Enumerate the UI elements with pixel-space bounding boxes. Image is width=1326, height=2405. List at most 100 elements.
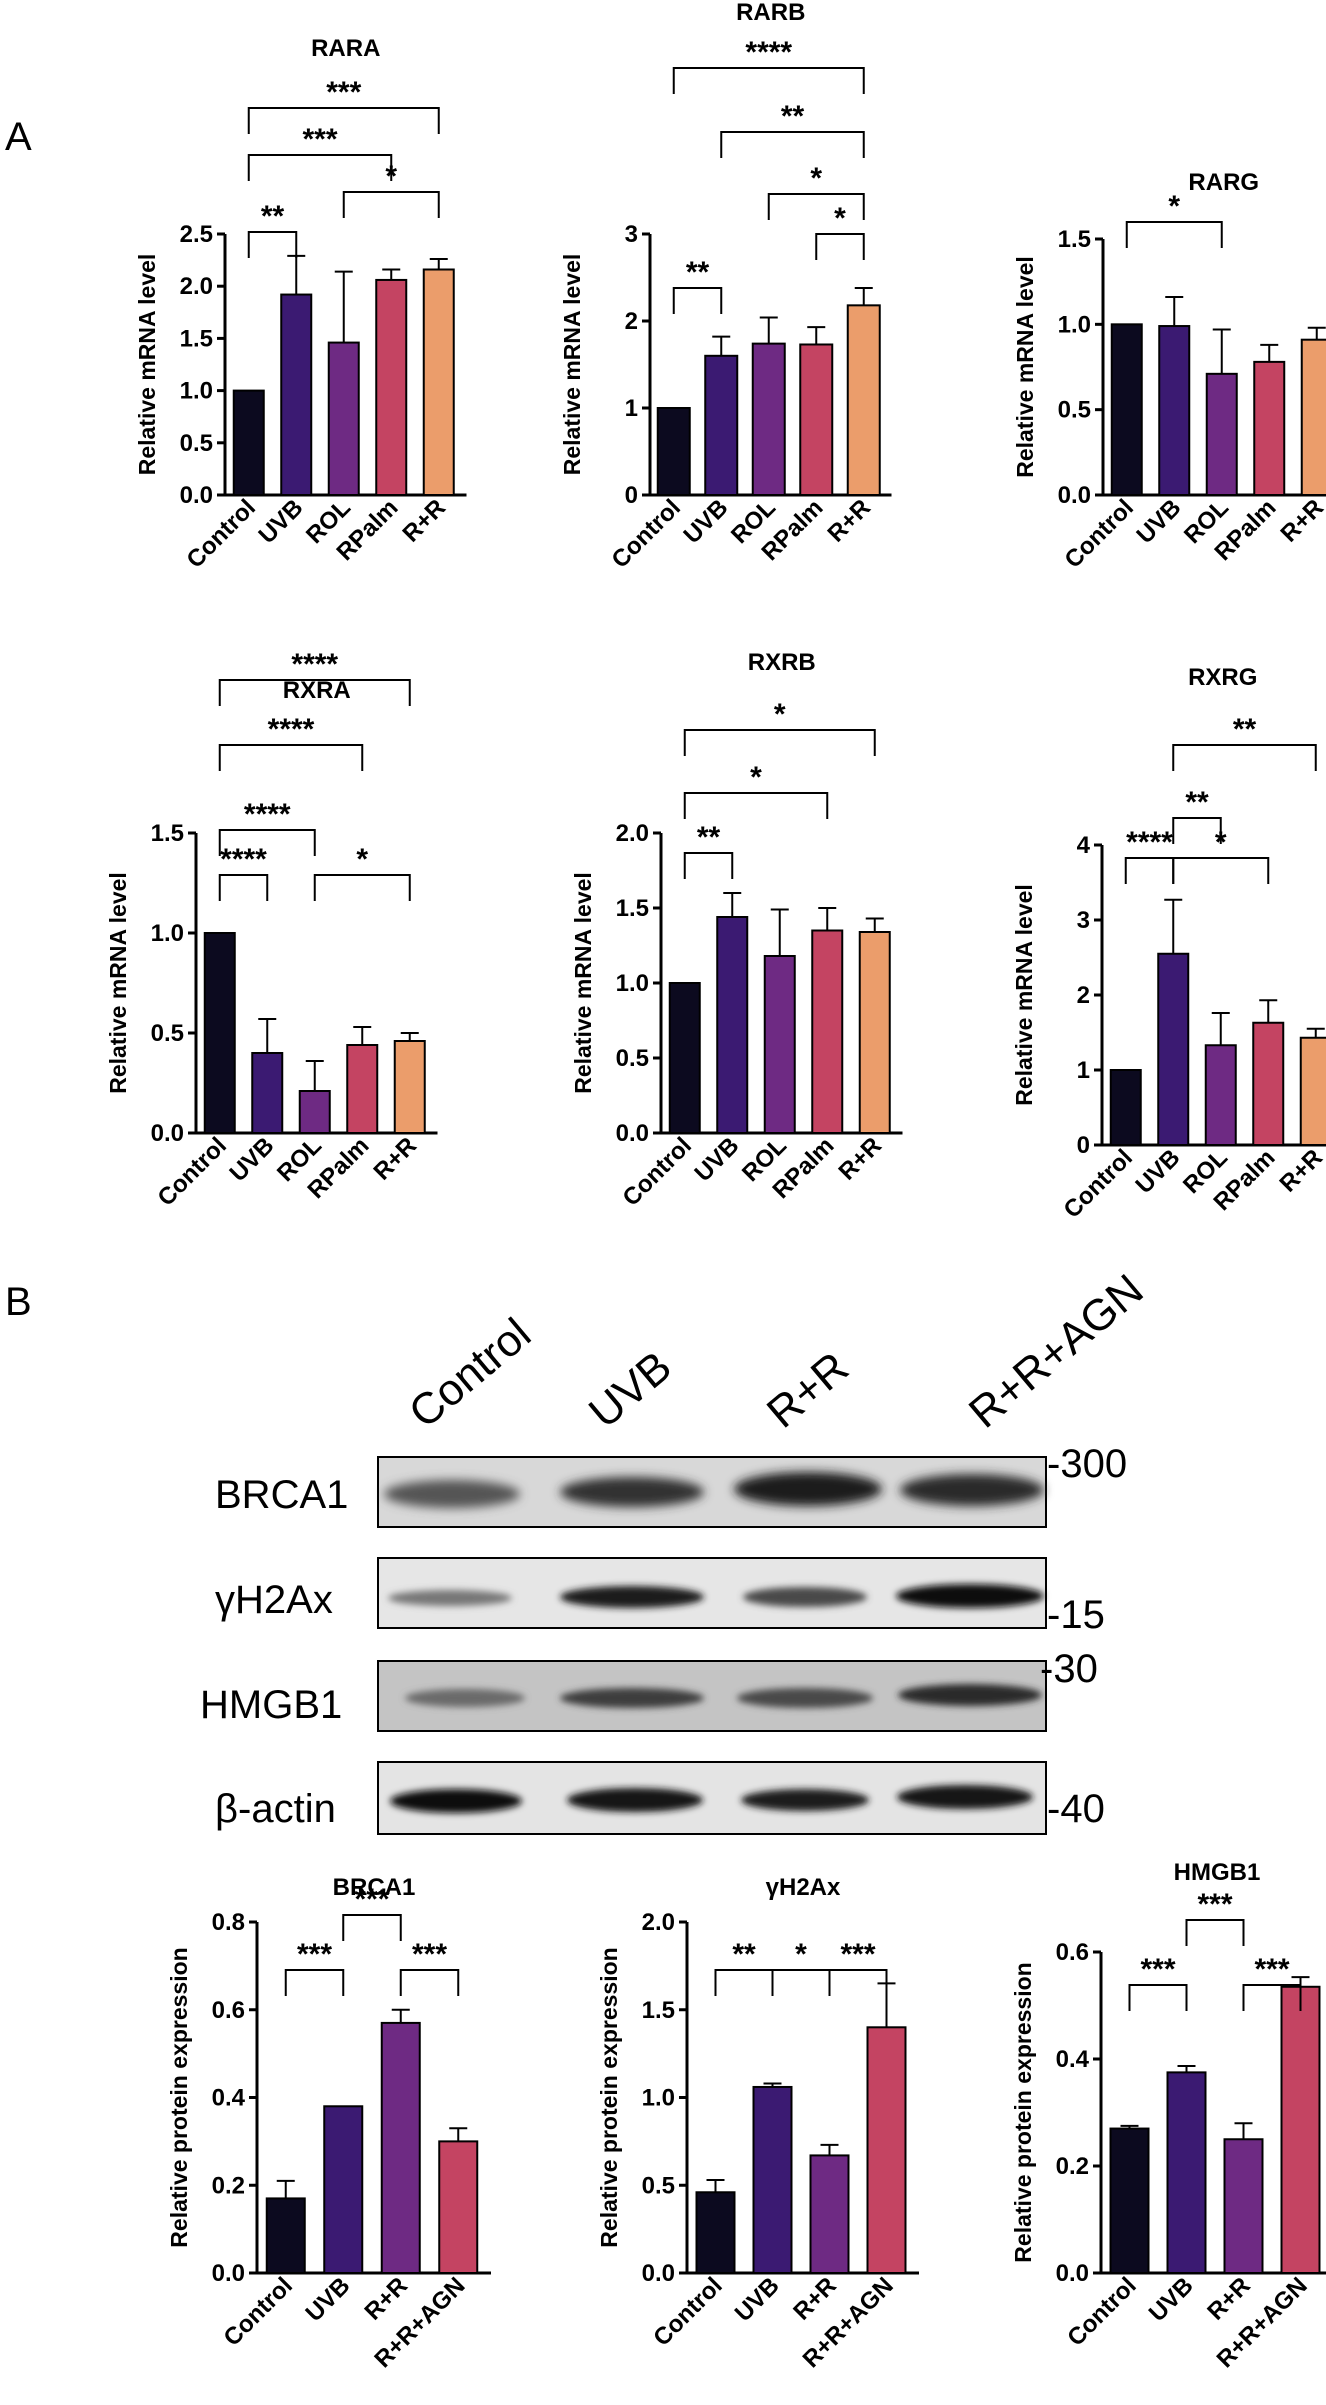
y-tick-label: 1.5 — [616, 895, 649, 922]
y-tick-label: 3 — [1077, 907, 1090, 934]
significance-bracket — [1172, 817, 1222, 844]
y-tick-label: 1.0 — [180, 378, 213, 405]
mw-marker: -30 — [1040, 1647, 1098, 1691]
bar — [1205, 372, 1238, 496]
y-tick-label: 0.0 — [642, 2260, 675, 2287]
y-axis-label: Relative protein expression — [596, 1947, 622, 2247]
y-axis-label: Relative mRNA level — [570, 872, 596, 1094]
significance-bracket — [218, 744, 364, 771]
x-tick-label: R+R — [397, 494, 451, 548]
y-tick-label: 1.0 — [642, 2085, 675, 2112]
bar — [298, 1090, 331, 1134]
significance-label: * — [834, 202, 846, 235]
blot-row-label: BRCA1 — [215, 1473, 348, 1517]
x-tick-label: UVB — [301, 2272, 356, 2327]
x-tick-label: R+R — [368, 1132, 422, 1186]
y-tick-label: 0.4 — [212, 2085, 246, 2112]
y-tick-label: 0.6 — [1056, 1939, 1089, 1966]
bar — [1252, 1021, 1285, 1146]
y-tick-label: 0 — [1077, 1132, 1090, 1159]
significance-label: *** — [297, 1938, 332, 1971]
western-blot: Control UVB R+R R+R+AGN BRCA1 -300 γH2Ax… — [200, 1265, 1153, 1835]
significance-label: * — [774, 698, 786, 731]
x-tick-label: UVB — [1131, 1144, 1186, 1199]
y-tick-label: 0.0 — [616, 1120, 649, 1147]
significance-bracket — [399, 1969, 460, 1996]
significance-bracket — [313, 874, 411, 901]
significance-label: *** — [1197, 1888, 1232, 1921]
bar — [656, 407, 691, 496]
significance-bracket — [1242, 1984, 1302, 2011]
y-tick-label: 1.0 — [151, 920, 184, 947]
bar — [752, 2085, 793, 2274]
lane-labels: Control UVB R+R R+R+AGN — [400, 1265, 1153, 1438]
chart-8: HMGB1 0.0 0.2 0.4 0.6 Relative protein expres… — [1010, 1859, 1326, 2373]
y-axis-label: Relative mRNA level — [105, 872, 131, 1094]
significance-bracket — [284, 1969, 345, 1996]
significance-bracket — [672, 287, 723, 314]
y-tick-label: 0 — [625, 482, 638, 509]
bar — [751, 342, 786, 496]
y-axis-label: Relative mRNA level — [134, 254, 160, 476]
y-tick-label: 1.5 — [180, 325, 213, 352]
significance-label: * — [356, 843, 368, 876]
bar — [280, 293, 313, 496]
significance-label: **** — [291, 648, 338, 681]
significance-bracket — [815, 233, 865, 260]
significance-label: *** — [1254, 1953, 1289, 1986]
bar — [203, 932, 236, 1134]
y-tick-label: 0.0 — [1056, 2260, 1089, 2287]
bar — [668, 982, 701, 1134]
significance-bracket — [767, 193, 865, 220]
x-tick-label: Control — [607, 494, 686, 573]
bar — [811, 929, 844, 1134]
significance-bracket — [342, 191, 440, 218]
lane-label: UVB — [580, 1342, 681, 1438]
significance-label: *** — [326, 76, 361, 109]
significance-bracket — [1172, 857, 1270, 884]
bar — [1110, 323, 1143, 497]
significance-bracket — [828, 1969, 888, 1996]
y-tick-label: 0.6 — [212, 1997, 245, 2024]
bar — [265, 2197, 306, 2275]
bar — [438, 2140, 479, 2274]
y-tick-label: 0.5 — [642, 2172, 675, 2199]
chart-title: RARG — [1188, 169, 1259, 196]
charts: RARA 0.0 0.5 1.0 1.5 2.0 2.5 Relative mRNA leve… — [105, 0, 1326, 2373]
y-tick-label: 1.5 — [1058, 226, 1091, 253]
blot-row-label: HMGB1 — [200, 1683, 342, 1727]
lane-label: R+R+AGN — [960, 1265, 1153, 1438]
significance-label: **** — [220, 843, 267, 876]
blot-strip-gh2ax — [377, 1557, 1047, 1629]
bar — [375, 278, 408, 496]
significance-bracket — [342, 1914, 402, 1941]
y-tick-label: 1.5 — [151, 820, 184, 847]
y-tick-label: 0.5 — [180, 430, 213, 457]
significance-label: *** — [1140, 1953, 1175, 1986]
y-tick-label: 0.2 — [212, 2172, 245, 2199]
y-axis-label: Relative protein expression — [166, 1947, 192, 2247]
significance-label: **** — [1126, 826, 1173, 859]
chart-7: γH2Ax 0.0 0.5 1.0 1.5 2.0 Relative protein exp… — [596, 1874, 919, 2373]
y-tick-label: 1.0 — [616, 970, 649, 997]
significance-bracket — [683, 792, 829, 819]
panel-label-a: A — [5, 115, 32, 159]
chart-0: RARA 0.0 0.5 1.0 1.5 2.0 2.5 Relative mRNA leve… — [134, 35, 467, 574]
bar — [346, 1044, 379, 1134]
y-tick-label: 3 — [625, 221, 638, 248]
significance-bracket — [771, 1969, 831, 1996]
y-tick-label: 2 — [625, 308, 638, 335]
mw-marker: -40 — [1047, 1787, 1105, 1831]
significance-bracket — [720, 131, 865, 158]
bar — [1109, 2127, 1150, 2275]
chart-title: RXRB — [748, 649, 816, 676]
x-tick-label: R+R — [1274, 1144, 1326, 1198]
significance-bracket — [683, 852, 734, 879]
bar — [1280, 1985, 1321, 2275]
significance-label: ** — [697, 821, 721, 854]
y-tick-label: 0.5 — [1058, 397, 1091, 424]
